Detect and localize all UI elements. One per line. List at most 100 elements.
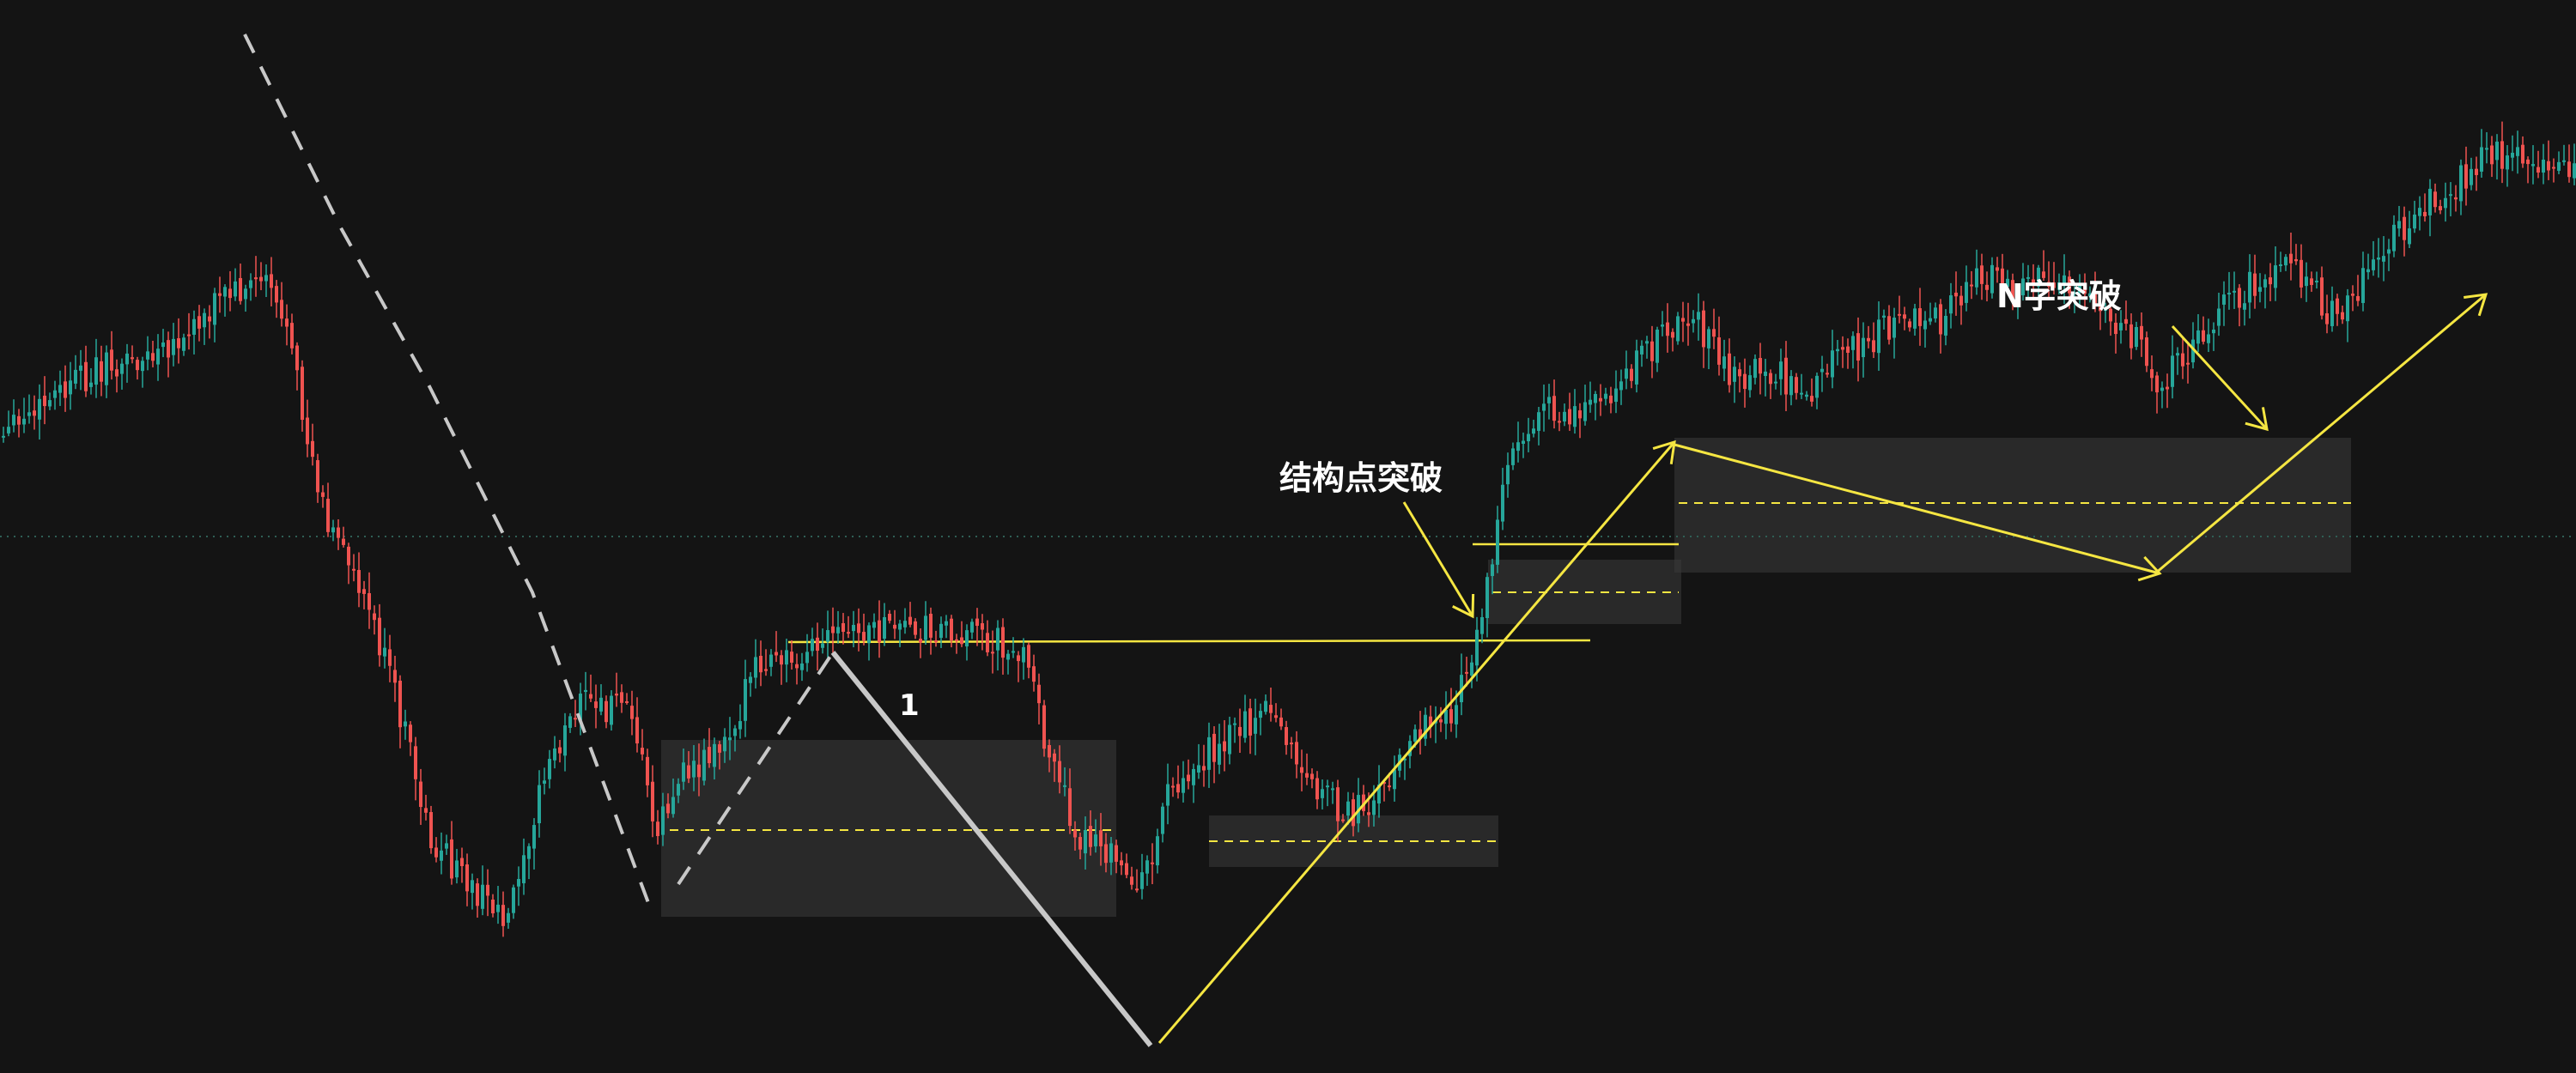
- candle: [2145, 337, 2148, 367]
- candle: [1846, 346, 1850, 353]
- candle: [1274, 715, 1278, 718]
- candle: [2176, 353, 2179, 356]
- candle: [2063, 275, 2066, 284]
- candle: [2243, 303, 2246, 310]
- candle: [1145, 860, 1149, 874]
- candle: [888, 614, 891, 621]
- candle: [424, 808, 428, 813]
- candle: [1151, 862, 1154, 864]
- candle: [22, 418, 26, 425]
- candle: [713, 743, 716, 767]
- candle: [1496, 519, 1499, 565]
- candle: [2222, 294, 2226, 305]
- structure-callout-arrow: [1402, 501, 1474, 617]
- candle: [1779, 361, 1783, 379]
- candle: [1439, 719, 1443, 723]
- candle: [388, 649, 392, 666]
- candle: [2289, 253, 2293, 264]
- candle: [1893, 318, 1896, 338]
- candle: [1506, 464, 1510, 485]
- correction-line: [1674, 443, 2160, 575]
- candle: [1872, 340, 1875, 353]
- candle: [74, 369, 77, 384]
- candle: [2202, 330, 2205, 343]
- candle: [2114, 322, 2117, 335]
- candle: [1599, 397, 1602, 402]
- candle: [563, 725, 567, 756]
- candle: [775, 652, 778, 656]
- candle: [1279, 717, 1283, 727]
- candle: [2129, 324, 2133, 349]
- candle: [1161, 806, 1164, 834]
- candle: [2124, 318, 2128, 324]
- candle: [2330, 300, 2334, 326]
- candle: [1465, 671, 1468, 674]
- correction-arrowhead: [2137, 555, 2162, 582]
- consolidation-box-4: [1674, 438, 2351, 573]
- candle: [1862, 337, 1865, 358]
- candle: [1913, 308, 1917, 329]
- candle: [749, 676, 752, 683]
- candle: [1321, 789, 1324, 798]
- candle: [1568, 409, 1571, 425]
- n-breakout-label: N字突破: [1996, 277, 2122, 315]
- candle: [2047, 282, 2050, 287]
- candle: [522, 855, 526, 883]
- candle: [249, 280, 252, 288]
- candle: [2377, 258, 2380, 260]
- candle: [2397, 221, 2401, 229]
- candle: [1944, 315, 1947, 336]
- candle: [589, 694, 592, 699]
- candle: [744, 679, 747, 721]
- candle: [790, 652, 793, 663]
- candle: [1640, 345, 1643, 355]
- candle: [1115, 845, 1118, 862]
- candle: [1697, 312, 1700, 320]
- candle: [156, 349, 160, 365]
- candle: [2485, 148, 2488, 150]
- candle: [1419, 729, 1422, 739]
- candle: [398, 680, 402, 728]
- candle: [2336, 298, 2339, 314]
- candle: [2413, 214, 2416, 229]
- candle: [1707, 329, 1710, 349]
- candle: [1300, 767, 1303, 773]
- candle: [1805, 394, 1808, 397]
- candle: [1233, 723, 1236, 725]
- candle: [2238, 288, 2241, 308]
- candle: [187, 334, 191, 336]
- candle: [64, 381, 67, 398]
- candle: [481, 884, 484, 909]
- candle: [7, 427, 10, 433]
- candle: [538, 785, 541, 824]
- candle: [1501, 484, 1504, 522]
- candle: [1285, 727, 1288, 745]
- candle: [2006, 278, 2009, 288]
- candle: [1676, 316, 1680, 342]
- candle: [2083, 283, 2087, 294]
- candle: [661, 806, 665, 835]
- candle: [852, 625, 855, 632]
- candle: [192, 318, 196, 335]
- candle: [599, 697, 603, 712]
- candle: [754, 657, 757, 678]
- candle: [27, 412, 31, 416]
- candle: [270, 274, 273, 288]
- candle: [1552, 396, 1556, 421]
- candle: [2490, 145, 2494, 165]
- candle: [1078, 837, 1082, 850]
- candle: [1012, 651, 1015, 653]
- candle: [2166, 386, 2169, 390]
- candle: [1547, 397, 1551, 403]
- candle: [960, 637, 963, 645]
- candle: [821, 643, 824, 648]
- candle: [2052, 282, 2056, 288]
- candle: [1491, 564, 1494, 577]
- candle: [167, 340, 170, 358]
- candle: [986, 633, 989, 652]
- candle: [718, 744, 721, 753]
- candle: [2320, 277, 2324, 316]
- candle: [1918, 308, 1922, 326]
- candle: [2562, 160, 2566, 162]
